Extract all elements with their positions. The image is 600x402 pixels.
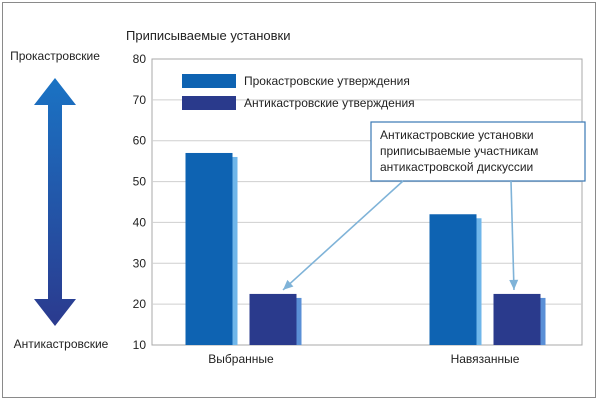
y-tick-label: 20 [133, 297, 147, 311]
y-tick-label: 80 [133, 52, 147, 66]
y-tick-label: 30 [133, 256, 147, 270]
side-scale-top-label: Прокастровские [10, 49, 100, 63]
legend-label-anti: Антикастровские утверждения [244, 96, 415, 110]
bar-edge [294, 297, 302, 345]
bar-edge [474, 218, 482, 345]
side-scale-bottom-label: Антикастровские [14, 337, 109, 351]
bar-edge [230, 156, 238, 345]
double-arrow-icon [34, 78, 76, 326]
bar [249, 293, 297, 345]
bar-chart: Прокастровские Антикастровские Приписыва… [10, 28, 586, 366]
bar [185, 152, 233, 345]
annotation-arrowhead-icon [283, 279, 294, 290]
y-tick-label: 60 [133, 134, 147, 148]
bar-edge [538, 297, 546, 345]
y-tick-label: 70 [133, 93, 147, 107]
bar [493, 293, 541, 345]
annotation-arrow-line [510, 180, 515, 290]
y-tick-label: 40 [133, 215, 147, 229]
bar [429, 214, 477, 345]
legend-swatch-pro [182, 74, 236, 88]
x-tick-label: Навязанные [451, 352, 520, 366]
y-axis: 10 20 30 40 50 60 70 80 [133, 52, 147, 352]
annotation-arrowhead-icon [509, 279, 519, 290]
chart-title: Приписываемые установки [126, 28, 290, 43]
annotation-line-3: антикастровской дискуссии [380, 160, 533, 174]
y-tick-label: 50 [133, 175, 147, 189]
y-tick-label: 10 [133, 338, 147, 352]
x-tick-label: Выбранные [208, 352, 274, 366]
annotation-line-2: приписываемые участникам [380, 144, 538, 158]
annotation: Антикастровские установки приписываемые … [282, 121, 586, 291]
x-axis: Выбранные Навязанные [208, 352, 519, 366]
annotation-arrow-line [282, 180, 404, 291]
bars [185, 152, 546, 345]
legend: Прокастровские утверждения Антикастровск… [182, 74, 415, 110]
annotation-box [370, 121, 586, 182]
annotation-line-1: Антикастровские установки [380, 128, 534, 142]
chart-frame: Прокастровские Антикастровские Приписыва… [2, 2, 596, 398]
legend-swatch-anti [182, 96, 236, 110]
legend-label-pro: Прокастровские утверждения [244, 74, 410, 88]
